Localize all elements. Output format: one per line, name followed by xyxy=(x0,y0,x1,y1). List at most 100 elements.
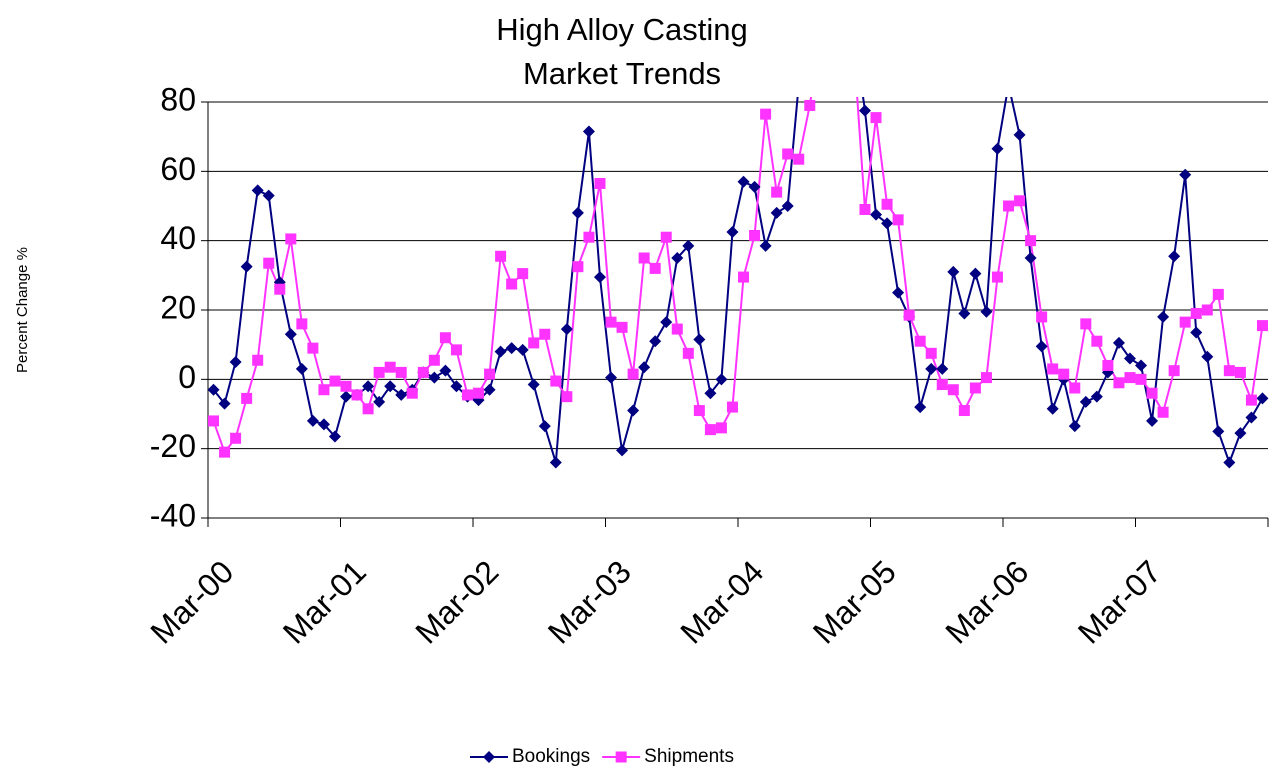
legend-marker xyxy=(483,751,495,763)
data-point xyxy=(527,378,540,391)
data-point xyxy=(296,318,308,330)
data-point xyxy=(384,361,396,373)
data-point xyxy=(1179,316,1191,328)
data-point xyxy=(560,323,573,336)
data-point xyxy=(660,231,672,243)
data-point xyxy=(903,309,915,321)
x-tick-label: Mar-04 xyxy=(673,553,770,650)
data-point xyxy=(991,142,1004,155)
data-point xyxy=(1190,307,1202,319)
data-point xyxy=(1212,288,1224,300)
data-point xyxy=(748,180,761,193)
data-point xyxy=(229,356,242,368)
data-point xyxy=(450,344,462,356)
x-tick-label: Mar-05 xyxy=(806,553,903,650)
data-point xyxy=(737,175,750,188)
data-point xyxy=(295,362,308,375)
data-point xyxy=(1245,394,1257,406)
data-point xyxy=(329,375,341,387)
y-tick-label: 20 xyxy=(160,289,196,325)
y-tick-label: 40 xyxy=(160,220,196,256)
data-point xyxy=(771,186,783,198)
data-point xyxy=(593,271,606,284)
series-line xyxy=(212,97,1264,466)
data-point xyxy=(870,112,882,124)
data-point xyxy=(428,354,440,366)
data-point xyxy=(1124,372,1136,384)
data-point xyxy=(958,307,971,320)
data-point xyxy=(1179,168,1192,181)
data-point xyxy=(285,233,297,245)
data-point xyxy=(749,229,761,241)
data-point xyxy=(980,305,993,318)
data-point xyxy=(781,200,794,212)
data-point xyxy=(1256,392,1269,405)
y-tick-label: 60 xyxy=(160,151,196,187)
data-point xyxy=(770,206,783,219)
data-point xyxy=(207,383,220,396)
data-point xyxy=(726,401,738,413)
plot-area xyxy=(207,0,1269,469)
data-point xyxy=(395,388,408,401)
data-point xyxy=(1058,368,1070,380)
data-point xyxy=(384,380,397,393)
data-point xyxy=(450,380,463,393)
y-tick-label: 80 xyxy=(160,81,196,117)
chart-title: High Alloy Casting xyxy=(496,12,748,47)
data-point xyxy=(1168,250,1181,263)
data-point xyxy=(991,271,1003,283)
data-point xyxy=(539,328,551,340)
data-point xyxy=(1168,365,1180,377)
data-point xyxy=(351,389,363,401)
data-point xyxy=(760,108,772,120)
y-tick-label: -40 xyxy=(150,497,196,533)
data-point xyxy=(317,418,330,431)
data-point xyxy=(627,404,640,417)
data-point xyxy=(538,420,551,433)
data-point xyxy=(1212,425,1225,438)
data-point xyxy=(516,343,529,356)
data-point xyxy=(958,405,970,417)
data-point xyxy=(693,405,705,417)
data-point xyxy=(1014,195,1026,207)
data-point xyxy=(1003,79,1015,91)
data-point xyxy=(307,342,319,354)
data-point xyxy=(1201,350,1214,363)
data-point xyxy=(715,422,727,434)
y-tick-label: 0 xyxy=(178,359,196,395)
data-point xyxy=(616,444,629,457)
chart-title: Market Trends xyxy=(523,56,721,91)
data-point xyxy=(793,153,805,165)
data-point xyxy=(1025,235,1037,247)
data-point xyxy=(969,267,982,280)
data-point xyxy=(252,354,264,366)
data-point xyxy=(782,148,794,160)
data-point xyxy=(848,27,860,39)
data-point xyxy=(738,271,750,283)
legend-marker xyxy=(615,751,627,763)
data-point xyxy=(914,335,926,347)
x-tick-label: Mar-06 xyxy=(938,553,1035,650)
data-point xyxy=(439,332,451,344)
data-point xyxy=(373,366,385,378)
data-point xyxy=(218,397,231,410)
data-point xyxy=(859,203,871,215)
x-tick-label: Mar-01 xyxy=(276,553,373,650)
data-point xyxy=(671,323,683,335)
data-point xyxy=(726,226,739,238)
data-point xyxy=(561,391,573,403)
y-axis-label: Percent Change % xyxy=(14,247,31,373)
data-point xyxy=(837,10,848,21)
data-point xyxy=(251,184,264,197)
data-point xyxy=(881,217,894,230)
data-point xyxy=(815,0,827,4)
data-point xyxy=(881,198,893,210)
x-tick-label: Mar-02 xyxy=(408,553,505,650)
x-tick-label: Mar-07 xyxy=(1071,553,1168,650)
data-point xyxy=(571,206,584,219)
data-point xyxy=(914,401,927,414)
data-point xyxy=(980,372,992,384)
data-point xyxy=(318,384,330,396)
data-point xyxy=(693,333,706,346)
